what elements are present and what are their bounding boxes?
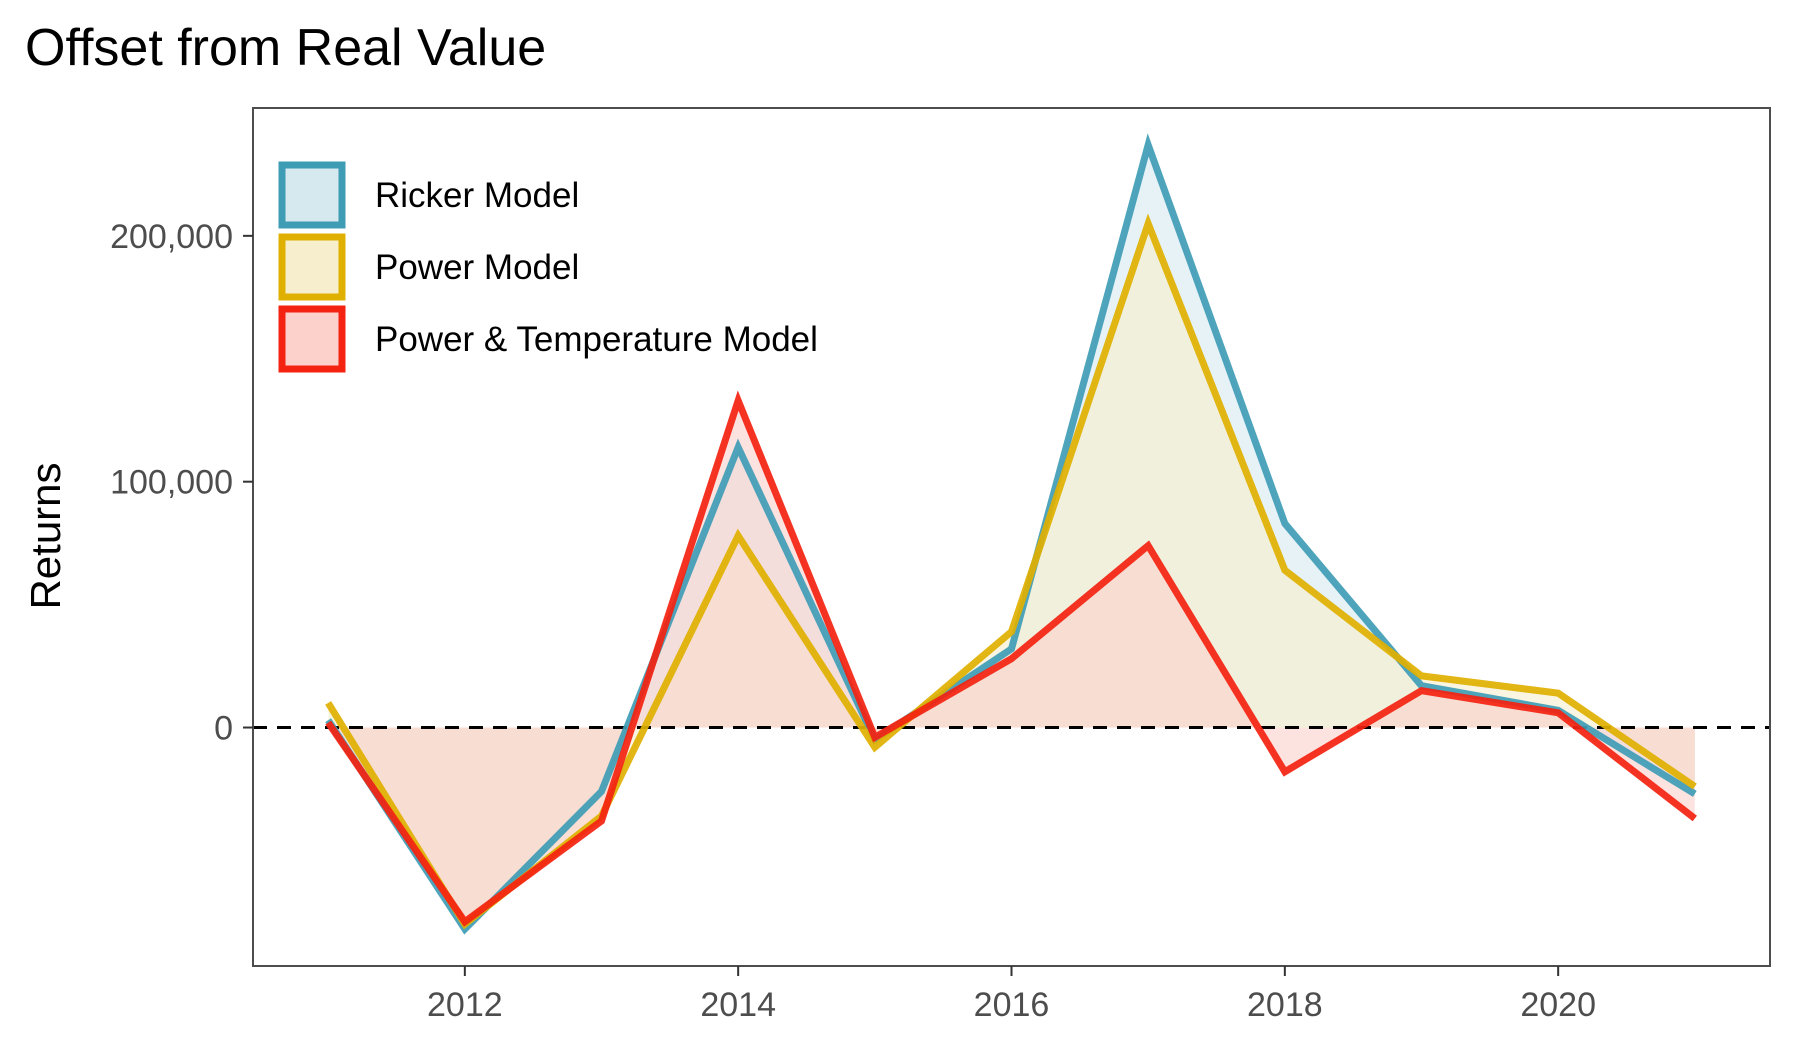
x-tick-label: 2016 (974, 986, 1050, 1024)
x-tick-label: 2020 (1520, 986, 1596, 1024)
legend-label-ricker-model: Ricker Model (375, 176, 579, 215)
line-layer (325, 133, 1697, 935)
line-power-and-temperature-model (325, 390, 1697, 927)
y-tick-label: 100,000 (110, 464, 233, 502)
y-axis-label: Returns (22, 462, 69, 609)
line-ricker-model (325, 133, 1697, 935)
legend-key-ricker-model (278, 161, 346, 229)
legend-label-power-model: Power Model (375, 248, 579, 287)
legend-label-power-and-temperature-model: Power & Temperature Model (375, 320, 818, 359)
axis-ticks: 2012 2014 2016 2018 2020 0 100,000 200,000 (110, 218, 1596, 1024)
legend-key-power-and-temperature-model (278, 305, 346, 373)
x-tick-label: 2012 (427, 986, 503, 1024)
y-tick-label: 200,000 (110, 218, 233, 256)
chart-title: Offset from Real Value (25, 19, 546, 77)
y-tick-label: 0 (214, 710, 233, 748)
legend-key-power-model (278, 233, 346, 301)
legend: Ricker Model Power Model Power & Temperatu… (278, 161, 818, 373)
x-tick-label: 2018 (1247, 986, 1323, 1024)
x-tick-label: 2014 (700, 986, 776, 1024)
